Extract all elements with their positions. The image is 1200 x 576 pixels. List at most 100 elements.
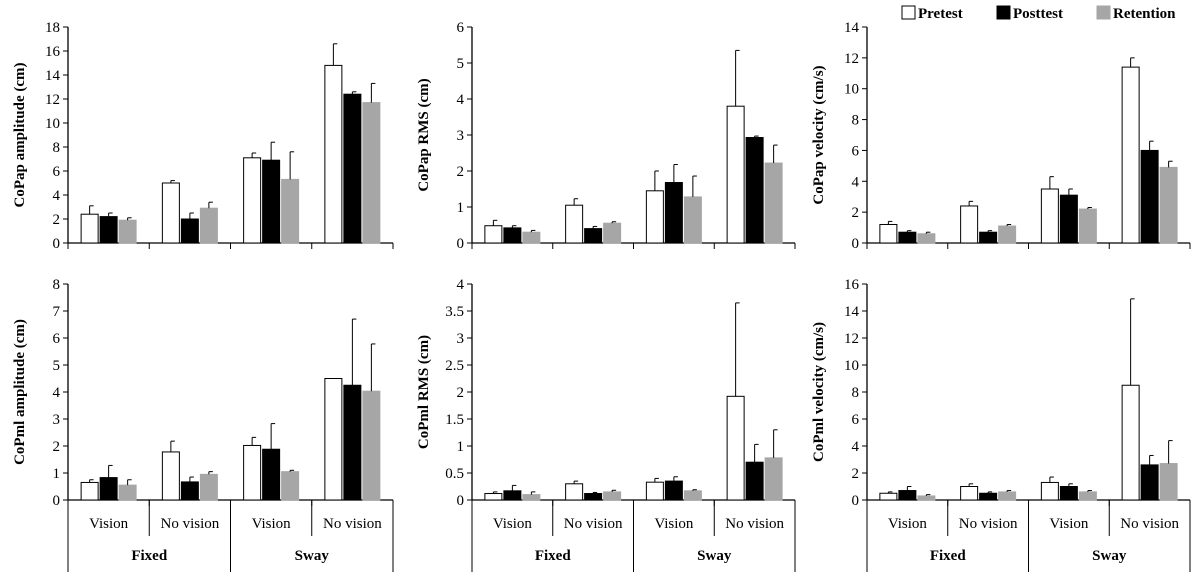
- bar-retention: [362, 390, 381, 501]
- chart-panel-4: 0 1 2 3 4 5 6 7 8 CoPml amplitude (cm) Vision No vi…: [12, 277, 394, 572]
- y-tick-label: 3: [457, 331, 465, 347]
- y-tick-label: 0: [53, 236, 61, 252]
- y-tick-label: 7: [53, 304, 61, 320]
- y-tick-label: 0: [457, 236, 465, 252]
- y-tick-label: 0: [53, 493, 61, 509]
- chart-panel-2: 0 1 2 3 4 5 6 CoPap RMS (cm): [416, 20, 796, 252]
- y-tick-label: 2: [457, 164, 465, 180]
- y-tick-label: 3.5: [445, 304, 464, 320]
- bar-pretest: [161, 451, 180, 501]
- y-tick-label: 3: [53, 412, 61, 428]
- x-group-label: Sway: [295, 548, 330, 564]
- x-group-label: Fixed: [930, 548, 966, 564]
- bar-posttest: [584, 493, 603, 501]
- x-group-label: Fixed: [131, 548, 167, 564]
- legend-label-pretest: Pretest: [918, 6, 963, 22]
- y-tick-label: 14: [844, 20, 860, 36]
- y-axis-label: CoPap velocity (cm/s): [811, 65, 827, 204]
- bar-posttest: [745, 461, 764, 501]
- y-tick-label: 8: [53, 277, 61, 293]
- chart-panel-3: 0 2 4 6 8 10 12 14 CoPap velocity (cm/s): [811, 20, 1191, 252]
- y-tick-label: 10: [45, 116, 60, 132]
- bar-retention: [362, 102, 381, 244]
- bar-pretest: [484, 493, 503, 501]
- bar-pretest: [484, 225, 503, 244]
- bar-retention: [281, 178, 300, 244]
- chart-panel-5: 0 0.5 1 1.5 2 2.5 3 3.5 4 CoPml RMS (cm) Vision No …: [416, 277, 796, 572]
- y-tick-label: 4: [53, 188, 61, 204]
- bar-pretest: [960, 486, 979, 501]
- y-tick-label: 14: [844, 304, 860, 320]
- chart-panel-6: 0 2 4 6 8 10 12 14 16 CoPml velocity (cm/s) Vision…: [811, 277, 1191, 572]
- y-tick-label: 5: [457, 56, 465, 72]
- y-tick-label: 0: [852, 236, 860, 252]
- bar-retention: [1078, 208, 1097, 244]
- y-tick-label: 4: [852, 174, 860, 190]
- y-tick-label: 6: [852, 143, 860, 159]
- bar-pretest: [80, 481, 99, 501]
- y-axis-label: CoPml velocity (cm/s): [811, 322, 827, 462]
- y-tick-label: 1: [457, 439, 465, 455]
- bar-posttest: [503, 490, 522, 501]
- bar-pretest: [1040, 188, 1059, 244]
- bar-pretest: [645, 190, 664, 244]
- y-tick-label: 2: [457, 385, 465, 401]
- x-category-label: Vision: [888, 516, 928, 532]
- legend-label-retention: Retention: [1113, 6, 1176, 22]
- bar-pretest: [726, 105, 745, 244]
- bar-retention: [764, 457, 783, 501]
- bar-posttest: [1059, 194, 1078, 244]
- y-tick-label: 16: [45, 44, 61, 60]
- y-tick-label: 4: [457, 277, 465, 293]
- y-tick-label: 8: [852, 385, 860, 401]
- bar-retention: [1159, 463, 1178, 501]
- bar-pretest: [243, 157, 262, 244]
- bar-retention: [998, 491, 1017, 501]
- bar-posttest: [343, 384, 362, 501]
- bar-posttest: [664, 182, 683, 244]
- bar-pretest: [565, 483, 584, 501]
- bar-retention: [917, 233, 936, 244]
- y-tick-label: 2: [53, 439, 61, 455]
- bar-retention: [522, 231, 541, 244]
- bar-retention: [683, 490, 702, 501]
- bar-posttest: [343, 93, 362, 244]
- y-tick-label: 12: [844, 331, 859, 347]
- bar-pretest: [1121, 384, 1140, 501]
- bar-posttest: [262, 448, 281, 501]
- y-axis-label: CoPap RMS (cm): [416, 78, 432, 191]
- x-group-label: Sway: [1092, 548, 1127, 564]
- bar-retention: [1159, 166, 1178, 244]
- y-tick-label: 4: [457, 92, 465, 108]
- y-tick-label: 1: [53, 466, 61, 482]
- y-tick-label: 10: [844, 82, 859, 98]
- bar-posttest: [898, 490, 917, 501]
- y-axis-label: CoPml amplitude (cm): [12, 319, 28, 465]
- legend-label-posttest: Posttest: [1013, 6, 1063, 22]
- y-tick-label: 3: [457, 128, 465, 144]
- y-tick-label: 12: [45, 92, 60, 108]
- bar-pretest: [879, 492, 898, 501]
- y-tick-label: 16: [844, 277, 860, 293]
- bar-pretest: [1040, 481, 1059, 501]
- y-tick-label: 6: [852, 412, 860, 428]
- y-tick-label: 6: [53, 331, 61, 347]
- bar-posttest: [1140, 464, 1159, 501]
- y-tick-label: 14: [45, 68, 61, 84]
- y-tick-label: 0: [457, 493, 465, 509]
- y-axis-label: CoPap amplitude (cm): [12, 63, 28, 208]
- bar-posttest: [99, 216, 118, 244]
- bar-posttest: [262, 159, 281, 244]
- bar-posttest: [898, 231, 917, 244]
- bar-retention: [683, 196, 702, 244]
- bar-pretest: [960, 205, 979, 244]
- bar-retention: [998, 225, 1017, 244]
- y-tick-label: 18: [45, 20, 60, 36]
- y-tick-label: 6: [53, 164, 61, 180]
- bar-posttest: [1140, 149, 1159, 244]
- legend-swatch-pretest: [901, 5, 916, 20]
- x-category-label: No vision: [160, 516, 219, 532]
- bar-retention: [199, 473, 218, 501]
- y-tick-label: 4: [53, 385, 61, 401]
